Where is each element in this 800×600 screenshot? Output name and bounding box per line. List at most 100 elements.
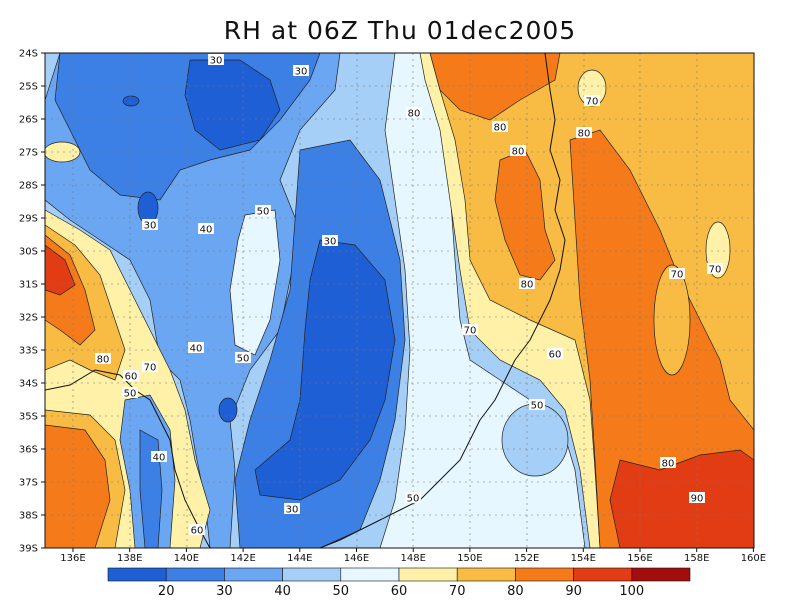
contour-label-bg [406,107,422,118]
coastline-sw [45,369,211,548]
contour-label-text: 70 [464,326,477,337]
contour-label: 30 [208,54,224,67]
lat-label: 39S [19,544,38,555]
contour-label-bg [235,352,251,363]
contour-label: 80 [660,457,676,470]
contour-label-text: 80 [578,129,591,140]
rh-100-region-se [609,449,754,548]
colorbar-tick-label: 20 [158,584,175,599]
colorbar-tick-label: 60 [391,584,408,599]
colorbar-tick-label: 50 [333,584,350,599]
lat-label: 28S [19,181,38,192]
colorbar-swatch [398,567,458,582]
contour-label-text: 30 [210,56,223,67]
lat-label: 33S [19,346,38,357]
lat-label: 31S [19,280,38,291]
contour-label-bg [151,451,167,462]
contour-label-bg [492,121,508,132]
lon-label: 156E [627,553,652,564]
lat-label: 29S [19,214,38,225]
contour-label: 60 [123,370,139,383]
contour-label-bg [519,278,535,289]
contour-label: 60 [189,524,205,537]
contour-label: 50 [235,352,251,365]
contour-label-text: 50 [531,401,544,412]
contour-label-text: 30 [295,67,308,78]
rh-90-region-sw [45,424,111,548]
contour-label-bg [669,268,685,279]
contour-label: 30 [322,235,338,248]
contour-label-text: 90 [691,494,704,505]
contour-label-text: 30 [324,237,337,248]
contour-label-text: 70 [144,363,157,374]
contour-label: 70 [707,263,723,276]
contour-label: 30 [284,503,300,516]
contour-label: 70 [669,268,685,281]
lat-label: 24S [19,49,38,60]
contour-label-text: 80 [494,123,507,134]
coastline [319,53,566,548]
colorbar-swatch [165,567,225,582]
contour-label: 70 [584,95,600,108]
contour-label: 60 [547,348,563,361]
contour-label-bg [189,524,205,535]
colorbar-tick-label: 90 [565,584,582,599]
contour-label-bg [142,219,158,230]
rh-20-region-central [254,239,396,501]
lat-label: 37S [19,478,38,489]
map-title: RH at 06Z Thu 01dec2005 [223,16,577,45]
colorbar-swatch [340,567,400,582]
contour-label-text: 30 [286,505,299,516]
lon-label: 138E [117,553,142,564]
contour-label-bg [208,54,224,65]
contour-label-text: 40 [190,344,203,355]
contour-label: 40 [198,223,214,236]
contour-label-text: 70 [586,97,599,108]
lat-label: 25S [19,82,38,93]
longitude-labels: 136E 138E 140E 142E 144E 146E 148E 150E 152E 154E… [60,548,766,564]
latitude-labels: 24S 25S 26S 27S 28S 29S 30S 31S 32S 33S 34S 35S 36S 3… [19,49,45,555]
lon-label: 152E [514,553,539,564]
contour-label-bg [576,127,592,138]
lon-label: 142E [230,553,255,564]
contour-label: 40 [188,342,204,355]
lon-label: 158E [684,553,709,564]
lon-label: 150E [457,553,482,564]
colorbar-tick-label: 80 [507,584,524,599]
grid-lines [45,53,754,548]
contour-label-bg [405,492,421,503]
lon-label: 136E [60,553,85,564]
contour-labels: 30 30 80 70 80 80 80 30 50 40 30 70 70 80 70 60 80 70 60 50… [95,54,723,537]
lon-label: 146E [344,553,369,564]
contour-label: 90 [689,492,705,505]
lat-label: 36S [19,445,38,456]
contour-label: 80 [510,145,526,158]
contour-label-bg [322,235,338,246]
contour-label-text: 80 [97,355,110,366]
colorbar-swatch [282,567,342,582]
contour-label-bg [142,361,158,372]
colorbar-tick-label: 70 [449,584,466,599]
contour-label: 50 [122,387,138,400]
lon-label: 148E [400,553,425,564]
rh-90-region-north [429,53,561,121]
lat-label: 32S [19,313,38,324]
lat-label: 35S [19,412,38,423]
contour-label: 70 [142,361,158,374]
contour-label-bg [255,205,271,216]
rh-20-spot-c [218,397,238,423]
contour-label-bg [284,503,300,514]
contour-label: 30 [142,219,158,232]
colorbar: 20 30 40 50 60 70 80 90 100 [107,567,691,599]
contour-label-text: 80 [521,280,534,291]
contour-label-text: 40 [200,225,213,236]
colorbar-swatch [456,567,516,582]
contour-label-bg [689,492,705,503]
contour-label-text: 80 [662,459,675,470]
contour-label-text: 70 [671,270,684,281]
contour-label-text: 80 [408,109,421,120]
contour-label-bg [547,348,563,359]
contour-label: 80 [519,278,535,291]
lon-label: 160E [741,553,766,564]
